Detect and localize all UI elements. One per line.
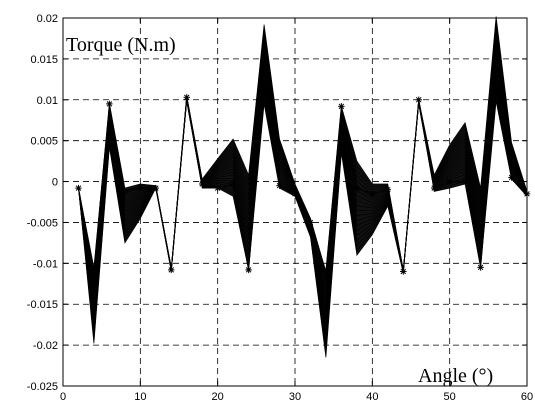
marker-stroke	[183, 94, 190, 101]
marker-stroke	[493, 84, 499, 91]
x-tick-label: 30	[289, 391, 301, 403]
marker-stroke	[354, 185, 360, 191]
marker-stroke	[369, 191, 376, 197]
marker-stroke	[245, 267, 252, 273]
data-point	[90, 268, 98, 275]
y-axis-label: Torque (N.m)	[66, 34, 176, 56]
data-point	[245, 266, 252, 274]
y-tick-label: -0.01	[33, 258, 58, 270]
marker-stroke	[137, 185, 144, 191]
data-point	[276, 182, 283, 189]
data-point	[260, 84, 268, 91]
marker-stroke	[508, 174, 515, 181]
data-point	[183, 94, 190, 101]
marker-stroke	[199, 181, 205, 187]
data-point	[229, 180, 237, 188]
data-point	[353, 184, 361, 192]
data-point	[307, 219, 314, 226]
marker-stroke	[400, 268, 407, 275]
marker-stroke	[323, 268, 329, 275]
x-axis-label: Angle (°)	[418, 365, 493, 387]
data-point	[75, 184, 82, 192]
data-point	[384, 186, 391, 193]
data-point	[492, 84, 500, 91]
y-tick-label: 0.02	[37, 13, 58, 25]
data-point	[461, 178, 469, 185]
marker-stroke	[214, 185, 221, 191]
marker-stroke	[462, 178, 468, 185]
data-point	[338, 103, 345, 110]
marker-stroke	[75, 185, 82, 191]
data-point	[137, 184, 144, 192]
data-point	[400, 268, 407, 275]
band-series-line	[78, 101, 528, 358]
x-tick-label: 40	[366, 391, 378, 403]
y-tick-label: -0.005	[27, 217, 58, 229]
marker-stroke	[477, 264, 484, 271]
y-tick-label: -0.025	[27, 381, 58, 393]
marker-stroke	[230, 181, 236, 187]
marked-series	[75, 84, 531, 275]
data-point	[446, 178, 453, 185]
marker-stroke	[106, 101, 113, 107]
marker-stroke	[338, 103, 345, 110]
marker-stroke	[292, 191, 298, 197]
y-tick-label: 0.005	[30, 136, 58, 148]
y-tick-label: -0.015	[27, 299, 58, 311]
marker-stroke	[431, 185, 437, 191]
marker-stroke	[307, 219, 314, 226]
data-point	[415, 96, 422, 103]
data-point	[291, 190, 299, 198]
x-tick-label: 50	[444, 391, 456, 403]
data-point	[369, 190, 376, 198]
data-point	[477, 264, 484, 271]
x-tick-label: 60	[521, 391, 533, 403]
x-tick-label: 0	[60, 391, 66, 403]
marker-stroke	[261, 84, 267, 91]
marker-stroke	[91, 268, 97, 275]
x-tick-label: 10	[134, 391, 146, 403]
marker-stroke	[122, 188, 128, 195]
y-tick-label: 0.015	[30, 54, 58, 66]
y-tick-label: -0.02	[33, 340, 58, 352]
data-point	[121, 188, 129, 195]
data-point	[168, 266, 175, 274]
data-point	[322, 268, 330, 275]
marker-stroke	[446, 178, 453, 185]
data-point	[106, 100, 113, 108]
x-tick-label: 20	[212, 391, 224, 403]
data-point	[152, 184, 159, 192]
data-point	[431, 184, 438, 192]
data-point	[214, 184, 221, 192]
data-point	[199, 180, 206, 188]
y-tick-label: 0	[52, 177, 58, 189]
marker-stroke	[385, 186, 391, 193]
marker-stroke	[276, 182, 283, 189]
axis-ticks: 0 10 20 30 40 50 60 -0.025 -0.02 -0.015 -0.01 -0.00…	[27, 13, 533, 403]
marker-stroke	[168, 267, 175, 273]
marker-stroke	[153, 185, 159, 191]
y-tick-label: 0.01	[37, 95, 58, 107]
data-point	[508, 174, 515, 181]
marker-stroke	[415, 97, 422, 103]
